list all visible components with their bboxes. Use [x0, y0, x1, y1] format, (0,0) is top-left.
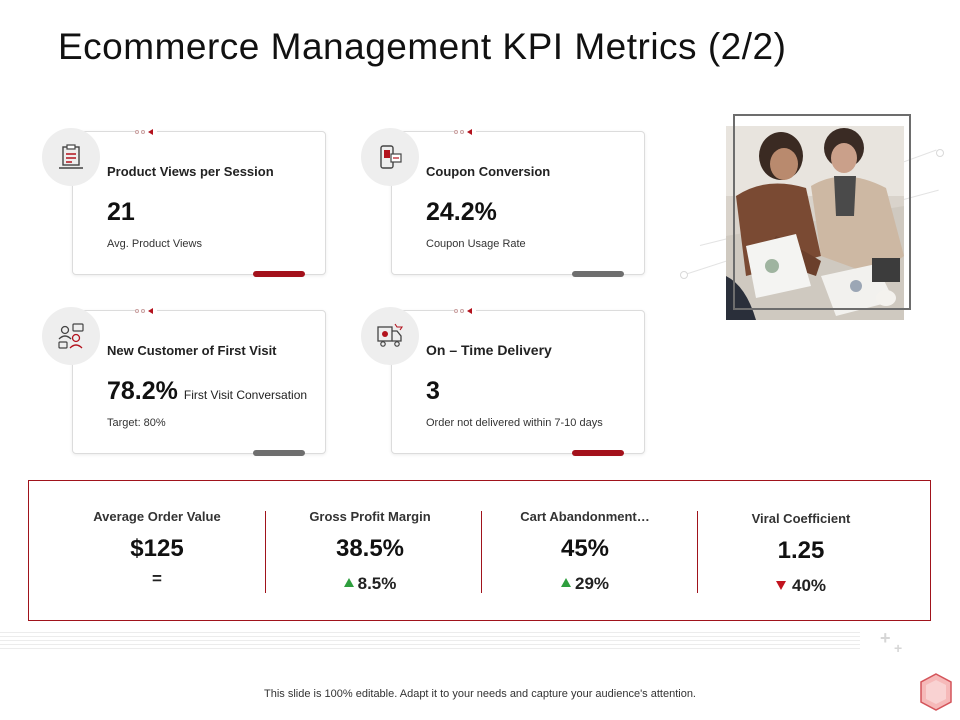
decorative-dot — [680, 271, 688, 279]
card-label: New Customer of First Visit — [107, 343, 277, 358]
hexagon-logo-icon — [920, 673, 952, 711]
card-accent-bar — [572, 271, 624, 277]
decorative-plus-icon: + — [894, 640, 903, 656]
kpi-change: 29% — [485, 574, 685, 594]
card-subtext: Avg. Product Views — [107, 238, 202, 250]
kpi-label: Cart Abandonment… — [520, 509, 650, 524]
kpi-card-coupon-conversion: Coupon Conversion 24.2% Coupon Usage Rat… — [391, 128, 645, 277]
card-value: 24.2% — [426, 198, 497, 226]
delivery-truck-icon — [361, 307, 419, 365]
decorative-stripes — [0, 632, 860, 652]
card-accent-bar — [572, 450, 624, 456]
kpi-card-new-customer: New Customer of First Visit 78.2% First V… — [72, 307, 326, 456]
kpi-card-on-time-delivery: On – Time Delivery 3 Order not delivered… — [391, 307, 645, 456]
kpi-change: 40% — [701, 576, 901, 596]
kpi-value: 1.25 — [777, 537, 825, 564]
slide-footer: This slide is 100% editable. Adapt it to… — [264, 688, 696, 700]
kpi-change-equal: = — [152, 569, 162, 588]
card-subtext: Target: 80% — [107, 417, 166, 429]
kpi-label: Gross Profit Margin — [309, 509, 431, 524]
card-marker — [135, 128, 157, 136]
card-value: 78.2% First Visit Conversation — [107, 377, 308, 405]
kpi-change: 8.5% — [270, 574, 470, 594]
card-subtext: Coupon Usage Rate — [426, 238, 526, 250]
card-label: Coupon Conversion — [426, 164, 551, 179]
kpi-divider — [265, 511, 266, 593]
customers-chat-icon — [42, 307, 100, 365]
kpi-summary-box: Average Order Value $125 = Gross Profit … — [28, 480, 931, 621]
card-marker — [454, 307, 476, 315]
trend-up-icon — [343, 578, 354, 587]
decorative-plus-icon: + — [880, 628, 891, 648]
card-label: On – Time Delivery — [426, 342, 552, 358]
team-meeting-photo — [726, 126, 904, 320]
product-checklist-icon — [42, 128, 100, 186]
card-value: 21 — [107, 198, 135, 226]
kpi-label: Average Order Value — [93, 509, 221, 524]
kpi-card-product-views: Product Views per Session 21 Avg. Produc… — [72, 128, 326, 277]
kpi-value: 45% — [560, 535, 610, 562]
trend-up-icon — [560, 578, 571, 587]
card-marker — [454, 128, 476, 136]
card-accent-bar — [253, 450, 305, 456]
card-marker — [135, 307, 157, 315]
card-accent-bar — [253, 271, 305, 277]
kpi-value: 38.5% — [335, 535, 405, 562]
kpi-divider — [697, 511, 698, 593]
slide-title: Ecommerce Management KPI Metrics (2/2) — [58, 26, 787, 67]
kpi-value: $125 — [130, 535, 184, 562]
card-value: 3 — [426, 377, 440, 405]
kpi-divider — [481, 511, 482, 593]
card-value-note: First Visit Conversation — [183, 388, 308, 402]
coupon-icon — [361, 128, 419, 186]
card-label: Product Views per Session — [107, 164, 274, 179]
card-subtext: Order not delivered within 7-10 days — [426, 417, 603, 429]
kpi-label: Viral Coefficient — [751, 511, 851, 526]
decorative-dot — [936, 149, 944, 157]
photo-frame — [733, 114, 911, 310]
trend-down-icon — [775, 581, 786, 590]
